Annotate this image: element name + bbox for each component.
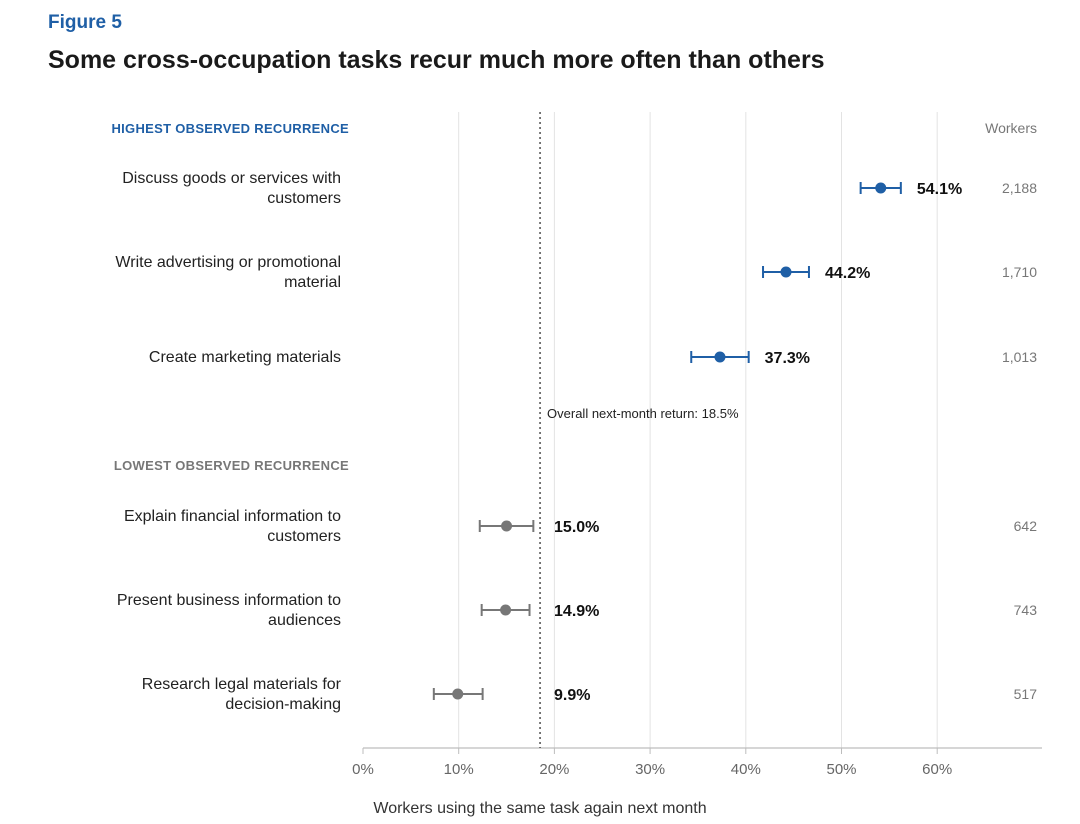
figure-label: Figure 5 xyxy=(48,12,122,33)
group-header: LOWEST OBSERVED RECURRENCE xyxy=(114,458,349,473)
task-label: material xyxy=(284,274,341,291)
group-header: HIGHEST OBSERVED RECURRENCE xyxy=(111,121,349,136)
value-label: 44.2% xyxy=(825,265,870,282)
task-label: customers xyxy=(267,528,341,545)
data-point xyxy=(501,520,513,532)
task-label: customers xyxy=(267,190,341,207)
value-label: 54.1% xyxy=(917,181,962,198)
value-label: 9.9% xyxy=(554,687,590,704)
x-tick-label: 50% xyxy=(826,761,856,778)
task-label: Present business information to xyxy=(117,592,341,609)
reference-line-label: Overall next-month return: 18.5% xyxy=(547,406,739,421)
x-tick-label: 60% xyxy=(922,761,952,778)
value-label: 14.9% xyxy=(554,603,599,620)
data-point xyxy=(714,351,726,363)
workers-count: 1,710 xyxy=(1002,264,1037,280)
data-point xyxy=(500,604,512,616)
task-label: Explain financial information to xyxy=(124,508,341,525)
value-label: 37.3% xyxy=(765,350,810,367)
x-tick-label: 40% xyxy=(731,761,761,778)
task-label: Create marketing materials xyxy=(149,349,341,366)
workers-count: 743 xyxy=(1014,602,1038,618)
task-label: Write advertising or promotional xyxy=(115,254,341,271)
x-tick-label: 10% xyxy=(444,761,474,778)
value-label: 15.0% xyxy=(554,519,599,536)
task-label: decision-making xyxy=(225,696,341,713)
x-tick-label: 30% xyxy=(635,761,665,778)
task-label: audiences xyxy=(268,612,341,629)
chart-title: Some cross-occupation tasks recur much m… xyxy=(48,46,825,74)
data-point xyxy=(452,688,464,700)
workers-count: 642 xyxy=(1014,518,1038,534)
x-tick-label: 0% xyxy=(352,761,374,778)
workers-count: 2,188 xyxy=(1002,180,1037,196)
workers-count: 1,013 xyxy=(1002,349,1037,365)
task-label: Research legal materials for xyxy=(142,676,342,693)
data-point xyxy=(780,266,792,278)
workers-column-header: Workers xyxy=(985,120,1037,136)
data-point xyxy=(875,182,887,194)
x-axis-label: Workers using the same task again next m… xyxy=(373,800,707,817)
workers-count: 517 xyxy=(1014,686,1038,702)
x-tick-label: 20% xyxy=(539,761,569,778)
task-label: Discuss goods or services with xyxy=(122,170,341,187)
